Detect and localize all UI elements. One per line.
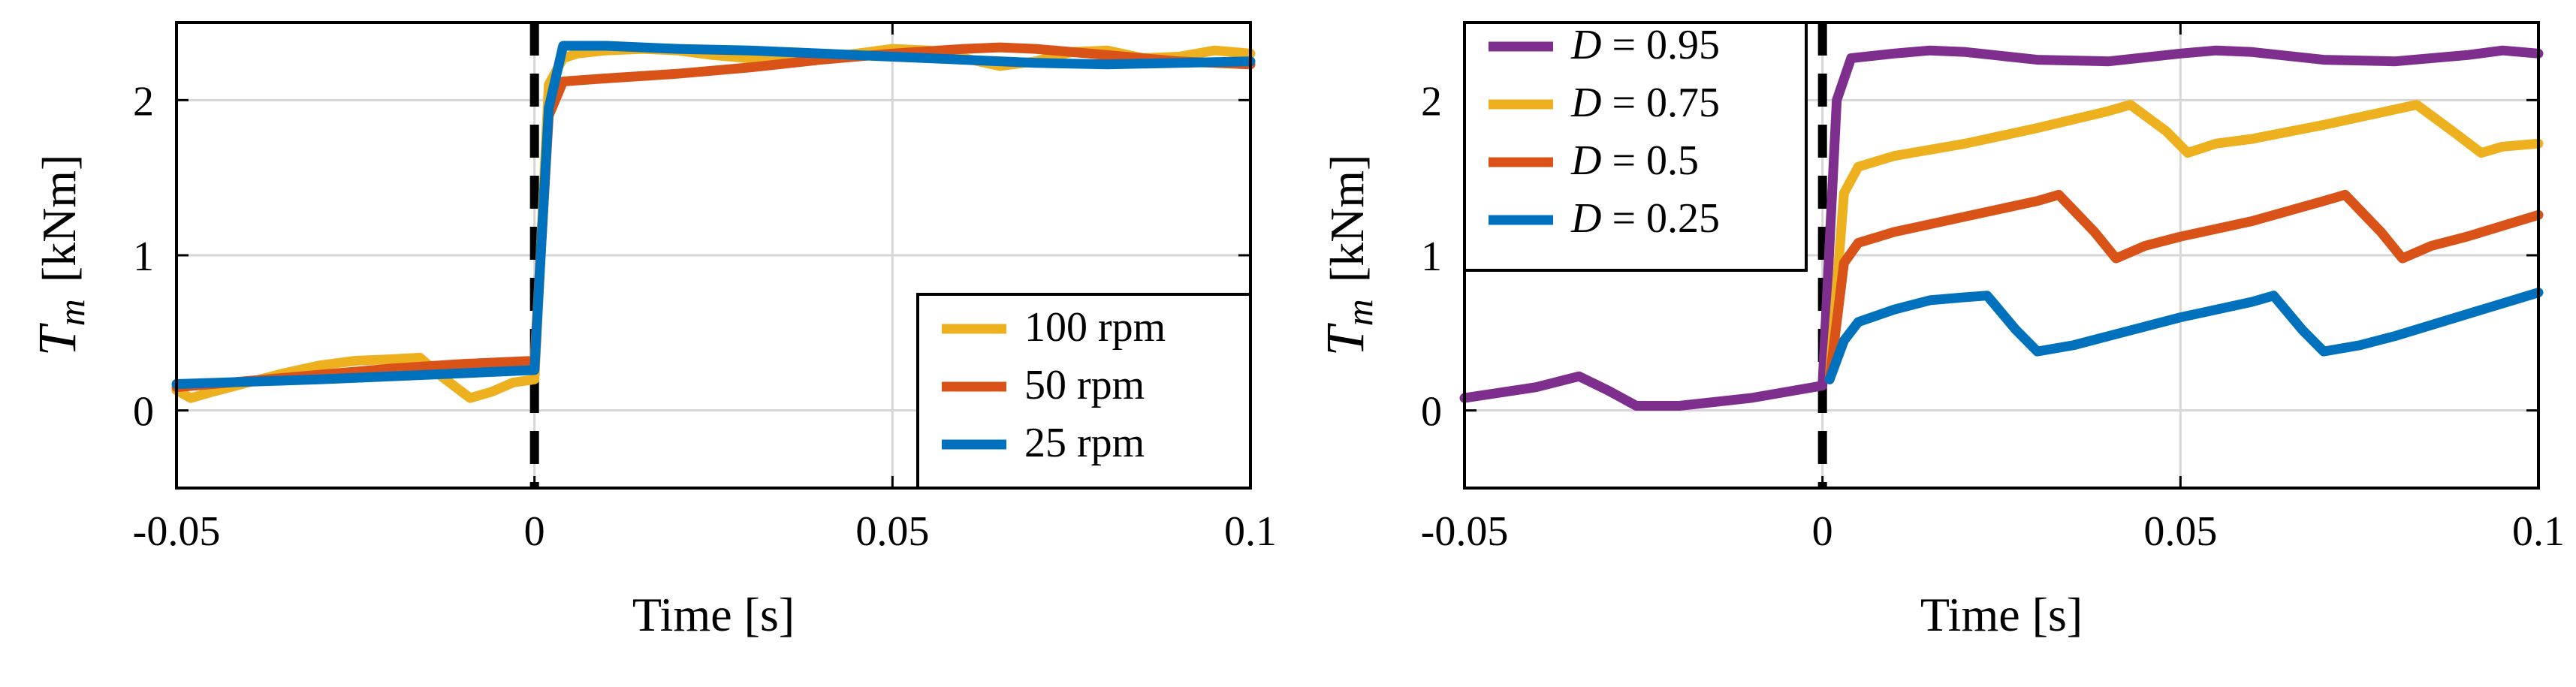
- y-axis-label: Tm [kNm]: [27, 155, 92, 357]
- y-tick-label: 2: [1421, 78, 1442, 125]
- legend-symbol: D: [1570, 137, 1601, 184]
- x-tick-label: 0.05: [2143, 508, 2217, 555]
- x-tick-label: 0: [1812, 508, 1833, 555]
- series-line-25-rpm: [171, 41, 1256, 389]
- y-axis-unit: [kNm]: [1320, 155, 1374, 283]
- x-tick-label: 0: [524, 508, 545, 555]
- legend-symbol: D: [1570, 195, 1601, 242]
- legend: 100 rpm 50 rpm 25 rpm: [916, 293, 1252, 490]
- legend: D = 0.95D = 0.75D = 0.5D = 0.25: [1463, 21, 1808, 272]
- legend-label: D = 0.25: [1570, 195, 1720, 242]
- x-tick-label: 0.05: [855, 508, 929, 555]
- y-axis-subscript: m: [50, 299, 92, 326]
- series-line-d-0-95: [1459, 45, 2544, 411]
- x-tick-label: 0.1: [1224, 508, 1277, 555]
- legend-label: D = 0.75: [1570, 80, 1720, 126]
- legend-label: D = 0.5: [1570, 137, 1699, 184]
- legend-symbol: D: [1570, 80, 1601, 126]
- y-tick-label: 1: [133, 234, 154, 280]
- y-axis-symbol: T: [27, 322, 87, 356]
- y-tick-label: 0: [1421, 389, 1442, 435]
- legend-value: = 0.5: [1601, 137, 1699, 184]
- x-tick-label: -0.05: [1421, 508, 1509, 555]
- legend-label: 50 rpm: [1024, 362, 1145, 408]
- chart-left: -0.05 0 0.05 0.1 0 1 2 Time [s] Tm [kNm] 100 rpm 50…: [27, 21, 1277, 641]
- y-tick-label: 2: [133, 78, 154, 125]
- y-axis-unit: [kNm]: [32, 155, 86, 283]
- legend-symbol: D: [1570, 22, 1601, 68]
- axes-frame: [175, 21, 1252, 490]
- legend-label: 25 rpm: [1024, 420, 1145, 466]
- legend-value: = 0.75: [1601, 80, 1720, 126]
- x-axis-label: Time [s]: [1920, 588, 2083, 641]
- legend-box: [1463, 21, 1808, 272]
- y-axis-label: Tm [kNm]: [1315, 155, 1380, 357]
- y-axis-subscript: m: [1338, 299, 1380, 326]
- y-tick-label: 1: [1421, 234, 1442, 280]
- x-tick-label: 0.1: [2512, 508, 2565, 555]
- y-axis-symbol: T: [1315, 322, 1375, 356]
- series-line-50-rpm: [171, 42, 1256, 393]
- y-tick-label: 0: [133, 389, 154, 435]
- legend-label: 100 rpm: [1024, 304, 1166, 351]
- x-tick-label: -0.05: [133, 508, 221, 555]
- legend-value: = 0.25: [1601, 195, 1720, 242]
- series-line-d-0-5: [1824, 189, 2544, 384]
- legend-value: = 0.95: [1601, 22, 1720, 68]
- series-line-d-0-25: [1824, 288, 2544, 384]
- series-line-d-0-75: [1824, 100, 2544, 384]
- legend-label: D = 0.95: [1570, 22, 1720, 68]
- x-axis-label: Time [s]: [632, 588, 795, 641]
